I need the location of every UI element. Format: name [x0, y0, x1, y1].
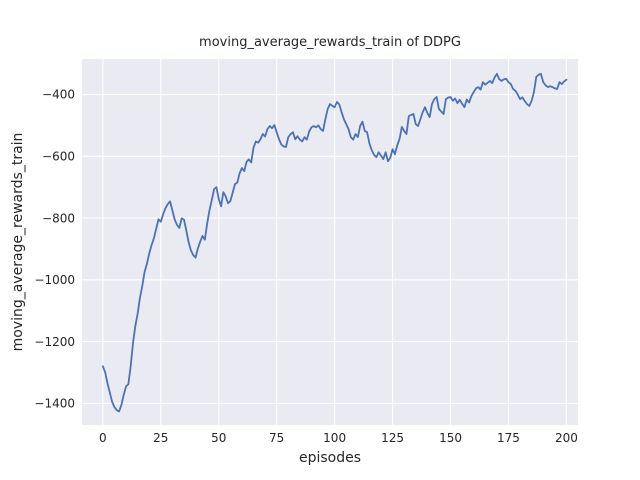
x-tick-label: 100 — [323, 431, 346, 445]
plot-area: 0 25 50 75 100 125 150 175 200 −400 −600 −800 −1000 −… — [34, 59, 578, 445]
x-tick-label: 25 — [153, 431, 168, 445]
x-tick-label: 50 — [211, 431, 226, 445]
series-line — [101, 72, 568, 413]
chart-title: moving_average_rewards_train of DDPG — [199, 35, 461, 50]
x-tick-label: 150 — [439, 431, 462, 445]
y-tick-label: −800 — [42, 211, 75, 225]
x-tick-label: 175 — [497, 431, 520, 445]
y-axis-label: moving_average_rewards_train — [10, 133, 26, 352]
y-tick-label: −1200 — [34, 335, 75, 349]
axes-background — [82, 59, 578, 425]
x-axis-label: episodes — [299, 450, 361, 466]
x-tick-label: 200 — [555, 431, 578, 445]
y-tick-label: −600 — [42, 149, 75, 163]
y-tick-label: −400 — [42, 88, 75, 102]
x-tick-label: 125 — [381, 431, 404, 445]
y-tick-label: −1000 — [34, 273, 75, 287]
y-tick-label: −1400 — [34, 397, 75, 411]
x-tick-label: 0 — [99, 431, 107, 445]
x-tick-label: 75 — [269, 431, 284, 445]
